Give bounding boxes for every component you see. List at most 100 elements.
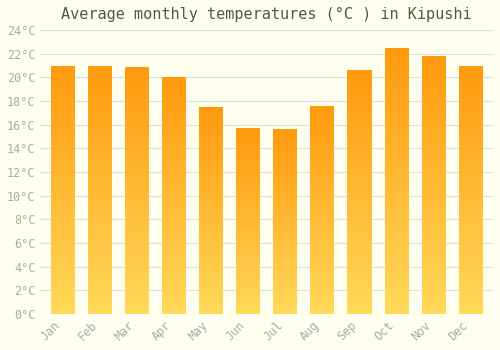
Bar <box>422 229 446 231</box>
Bar <box>348 114 372 117</box>
Bar <box>310 189 334 191</box>
Bar <box>124 111 149 114</box>
Bar <box>199 159 223 161</box>
Bar <box>50 259 74 262</box>
Bar <box>50 272 74 274</box>
Bar <box>124 188 149 190</box>
Bar <box>422 278 446 280</box>
Bar <box>50 190 74 192</box>
Bar <box>162 264 186 267</box>
Bar <box>162 167 186 170</box>
Bar <box>348 221 372 224</box>
Bar <box>50 195 74 197</box>
Bar <box>124 193 149 195</box>
Bar <box>88 142 112 145</box>
Bar <box>199 196 223 198</box>
Bar <box>273 161 297 163</box>
Bar <box>458 177 483 180</box>
Bar <box>384 274 408 276</box>
Bar <box>458 138 483 140</box>
Bar <box>310 181 334 183</box>
Bar <box>236 171 260 173</box>
Bar <box>88 312 112 314</box>
Bar <box>162 283 186 286</box>
Bar <box>50 182 74 185</box>
Bar <box>384 287 408 290</box>
Bar <box>199 156 223 159</box>
Bar <box>236 139 260 141</box>
Bar <box>273 307 297 308</box>
Bar <box>422 95 446 97</box>
Bar <box>124 304 149 307</box>
Bar <box>236 230 260 232</box>
Bar <box>384 303 408 306</box>
Bar <box>199 204 223 206</box>
Bar <box>310 156 334 158</box>
Bar <box>273 233 297 234</box>
Bar <box>88 192 112 195</box>
Bar <box>50 100 74 103</box>
Bar <box>199 293 223 295</box>
Bar <box>422 275 446 278</box>
Bar <box>88 160 112 162</box>
Bar <box>162 304 186 307</box>
Bar <box>384 191 408 194</box>
Bar <box>88 254 112 257</box>
Bar <box>458 199 483 202</box>
Bar <box>384 128 408 130</box>
Bar <box>88 122 112 125</box>
Bar <box>236 134 260 136</box>
Bar <box>162 139 186 141</box>
Bar <box>124 230 149 232</box>
Bar <box>162 286 186 288</box>
Bar <box>162 77 186 80</box>
Bar <box>88 100 112 103</box>
Bar <box>124 86 149 89</box>
Bar <box>199 241 223 244</box>
Bar <box>162 111 186 113</box>
Bar <box>199 148 223 150</box>
Bar <box>458 93 483 95</box>
Bar <box>384 48 408 50</box>
Bar <box>384 85 408 88</box>
Bar <box>88 130 112 133</box>
Bar <box>422 157 446 159</box>
Bar <box>88 212 112 215</box>
Bar <box>458 80 483 83</box>
Bar <box>236 275 260 277</box>
Bar <box>124 208 149 210</box>
Bar <box>199 310 223 312</box>
Bar <box>50 110 74 113</box>
Bar <box>236 266 260 267</box>
Bar <box>273 139 297 140</box>
Bar <box>310 310 334 312</box>
Bar <box>422 69 446 71</box>
Bar <box>348 207 372 209</box>
Bar <box>199 155 223 156</box>
Bar <box>273 312 297 314</box>
Bar <box>458 244 483 247</box>
Bar <box>162 84 186 87</box>
Bar <box>124 240 149 242</box>
Bar <box>384 266 408 269</box>
Bar <box>162 252 186 255</box>
Bar <box>273 242 297 244</box>
Bar <box>310 170 334 172</box>
Bar <box>236 301 260 303</box>
Bar <box>199 128 223 130</box>
Bar <box>236 247 260 249</box>
Bar <box>199 262 223 264</box>
Bar <box>199 115 223 117</box>
Bar <box>162 174 186 177</box>
Bar <box>422 283 446 286</box>
Bar <box>88 155 112 158</box>
Bar <box>348 251 372 253</box>
Bar <box>458 100 483 103</box>
Bar <box>458 122 483 125</box>
Bar <box>384 122 408 125</box>
Bar <box>422 172 446 175</box>
Bar <box>162 184 186 186</box>
Bar <box>124 116 149 119</box>
Bar <box>273 214 297 216</box>
Bar <box>458 219 483 222</box>
